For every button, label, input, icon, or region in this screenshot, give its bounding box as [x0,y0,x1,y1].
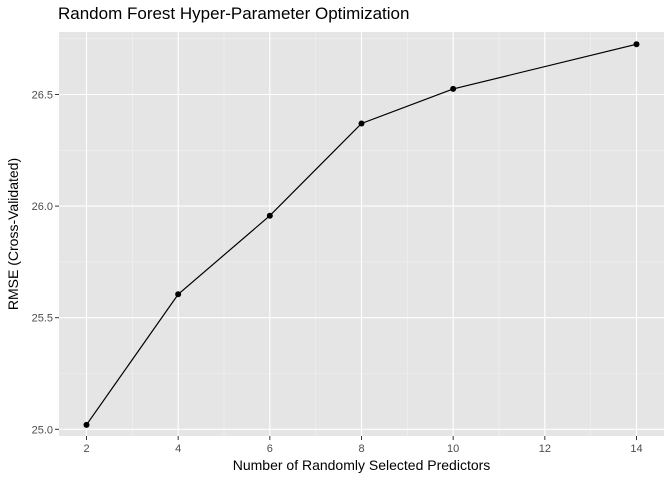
y-axis-ticks: 25.0 25.5 26.0 26.5 [32,89,59,436]
series-line [86,43,637,426]
data-point [83,421,90,428]
x-axis-title: Number of Randomly Selected Predictors [233,457,491,473]
x-tick-label: 12 [539,443,551,455]
y-tick-label: 25.0 [32,424,53,436]
x-tick-label: 6 [267,443,273,455]
y-tick-label: 26.5 [32,89,53,101]
data-point [450,85,457,92]
x-axis-ticks: 2 4 6 8 10 12 14 [83,436,643,455]
major-gridlines [59,32,664,436]
data-points [83,41,640,428]
series-polyline [86,43,637,426]
chart-title: Random Forest Hyper-Parameter Optimizati… [58,4,410,23]
x-tick-label: 8 [358,443,364,455]
x-tick-label: 2 [83,443,89,455]
data-point [358,120,365,127]
x-tick-label: 10 [447,443,459,455]
x-tick-label: 14 [630,443,642,455]
y-tick-label: 25.5 [32,313,53,325]
data-point [266,212,273,219]
x-tick-label: 4 [175,443,181,455]
y-axis-title: RMSE (Cross-Validated) [5,158,21,310]
y-tick-label: 26.0 [32,201,53,213]
data-point [633,41,640,48]
data-point [175,291,182,298]
